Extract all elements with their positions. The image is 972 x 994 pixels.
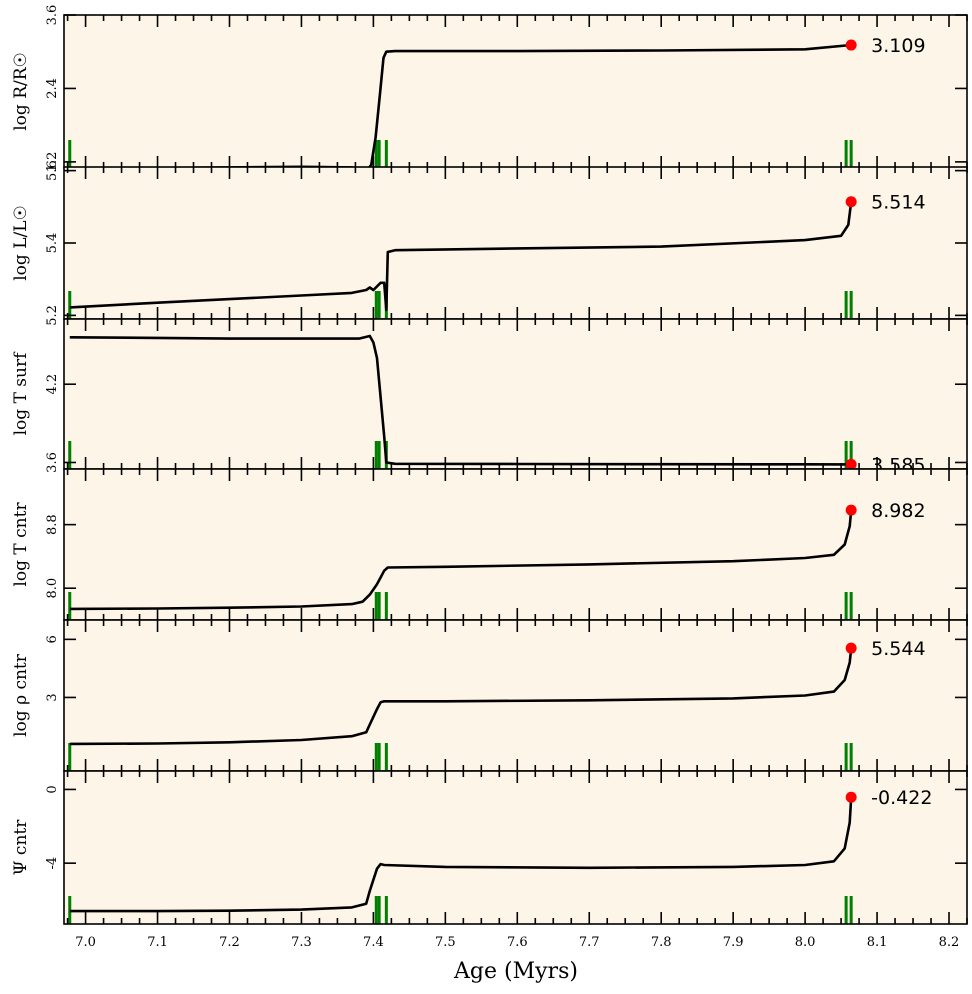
y-tick-label: 1.2 bbox=[45, 152, 60, 173]
end-point-marker bbox=[845, 458, 857, 470]
y-axis-label: log ρ cntr bbox=[11, 653, 31, 737]
panel-4: 8.0 8.8 8.982 log T cntr bbox=[11, 468, 968, 621]
end-value-label: 5.544 bbox=[871, 638, 925, 660]
y-tick-label: 8.0 bbox=[45, 578, 60, 599]
y-tick-label: -4 bbox=[45, 857, 60, 870]
panel-background bbox=[64, 167, 967, 319]
x-tick-label: 7.7 bbox=[579, 935, 600, 950]
x-tick-label: 7.4 bbox=[363, 935, 384, 950]
x-tick-label: 8.2 bbox=[939, 935, 960, 950]
panel-background bbox=[64, 469, 967, 620]
series-line bbox=[69, 201, 853, 312]
y-axis-label: log T cntr bbox=[11, 502, 31, 587]
y-axis-label: log R/R☉ bbox=[11, 52, 31, 131]
y-tick-label: 3 bbox=[45, 693, 60, 701]
y-tick-label: 8.8 bbox=[45, 514, 60, 535]
y-tick-label: 6 bbox=[45, 635, 60, 643]
y-tick-label: 3.6 bbox=[45, 452, 60, 473]
panel-background bbox=[64, 319, 967, 469]
x-tick-label: 7.2 bbox=[219, 935, 240, 950]
panels-group: 1.2 2.4 3.6 3.109 log R/R☉ 5.2 5.4 5.6 5.514 log … bbox=[11, 5, 968, 950]
x-tick-label: 7.8 bbox=[651, 935, 672, 950]
x-tick-label: 7.1 bbox=[147, 935, 168, 950]
x-tick-label: 7.9 bbox=[723, 935, 744, 950]
y-tick-label: 4.2 bbox=[45, 374, 60, 395]
end-point-marker bbox=[845, 791, 857, 803]
panel-2: 5.2 5.4 5.6 5.514 log L/L☉ bbox=[11, 160, 968, 326]
end-value-label: -0.422 bbox=[871, 787, 932, 809]
y-axis-label: log T surf bbox=[11, 351, 31, 436]
series-line bbox=[69, 797, 853, 913]
panel-1: 1.2 2.4 3.6 3.109 log R/R☉ bbox=[11, 5, 968, 173]
panel-background bbox=[64, 771, 967, 924]
series-line bbox=[69, 510, 853, 611]
panel-background bbox=[64, 620, 967, 771]
y-tick-label: 5.6 bbox=[45, 160, 60, 181]
y-axis-label: log L/L☉ bbox=[11, 205, 31, 281]
y-axis-label: Ψ cntr bbox=[11, 819, 31, 876]
y-tick-label: 0 bbox=[45, 785, 60, 793]
x-tick-label: 7.5 bbox=[435, 935, 456, 950]
end-point-marker bbox=[845, 196, 857, 208]
y-tick-label: 2.4 bbox=[45, 78, 60, 99]
x-tick-label: 8.1 bbox=[867, 935, 888, 950]
x-axis-label: Age (Myrs) bbox=[453, 959, 578, 984]
end-value-label: 5.514 bbox=[871, 192, 925, 214]
x-tick-label: 7.3 bbox=[291, 935, 312, 950]
end-point-marker bbox=[845, 504, 857, 516]
end-value-label: 8.982 bbox=[871, 500, 925, 522]
y-tick-label: 5.4 bbox=[45, 233, 60, 254]
end-value-label: 3.109 bbox=[871, 35, 925, 57]
x-tick-label: 7.6 bbox=[507, 935, 528, 950]
end-point-marker bbox=[845, 39, 857, 51]
series-line bbox=[69, 334, 852, 466]
x-tick-label: 7.0 bbox=[75, 935, 96, 950]
series-line bbox=[69, 648, 853, 746]
panel-background bbox=[64, 15, 967, 168]
y-tick-label: 5.2 bbox=[45, 305, 60, 326]
panel-6: 0 -4 -0.422 Ψ cntr bbox=[11, 770, 968, 925]
panel-5: 3 6 5.544 log ρ cntr bbox=[11, 619, 968, 772]
end-point-marker bbox=[845, 642, 857, 654]
y-tick-label: 3.6 bbox=[45, 5, 60, 26]
x-tick-label: 8.0 bbox=[795, 935, 816, 950]
panel-frame bbox=[63, 770, 968, 925]
